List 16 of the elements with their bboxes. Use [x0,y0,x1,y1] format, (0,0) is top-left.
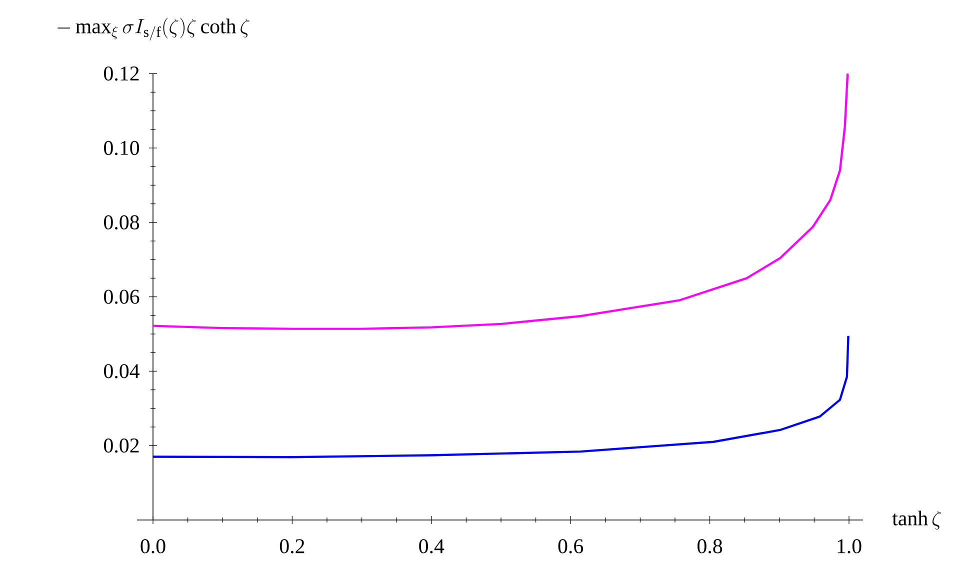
x-tick-label: 1.0 [838,539,862,554]
y-tick-label: 0.08 [104,215,140,230]
y-tick-label: 0.12 [104,66,139,81]
x-tick-label: 0.8 [698,539,722,554]
line-series [152,334,850,458]
y-tick-label: 0.04 [104,364,140,378]
y-tick-label: 0.10 [104,140,140,156]
x-tick-label: 0.2 [280,539,304,554]
line-series [152,72,849,330]
y-tick-label: 0.06 [104,290,140,304]
x-tick-label: 0.4 [419,539,444,554]
x-tick-label: 0.6 [558,539,584,554]
y-axis-title: $-\max_{\xi}\sigma I_{\mathrm{s/f}}(\zeta)\zeta\coth\zeta$ [58,18,250,40]
y-tick-label: 0.02 [104,438,139,453]
x-axis-title: $\tanh\zeta$ [892,510,942,530]
x-tick-label: 0.0 [140,539,166,554]
